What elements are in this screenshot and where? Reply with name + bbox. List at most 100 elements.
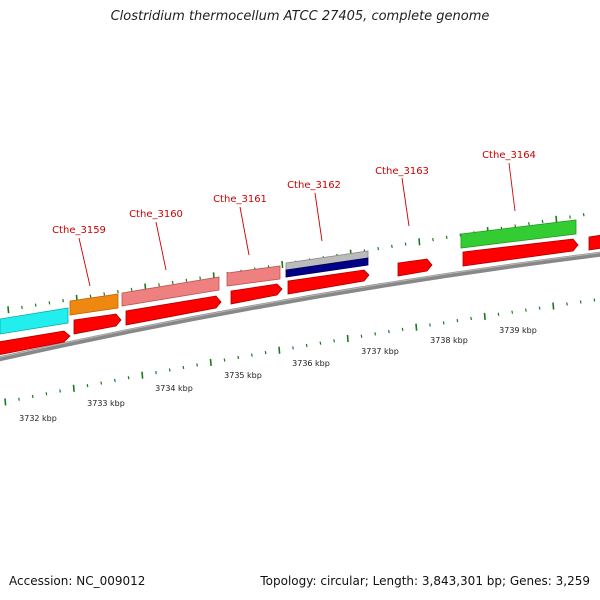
major-tick	[4, 398, 7, 406]
feature-green[interactable]	[460, 219, 577, 249]
genome-backbone-highlight	[0, 252, 600, 358]
major-tick	[552, 302, 555, 310]
feature-salmon-2[interactable]	[226, 265, 281, 287]
genome-stats-text: Topology: circular; Length: 3,843,301 bp…	[260, 574, 590, 588]
gene-label-cthe-3163[interactable]: Cthe_3163	[375, 166, 429, 177]
feature-cyan[interactable]	[0, 307, 69, 335]
minor-tick	[374, 332, 377, 336]
leader-line	[155, 221, 167, 271]
cds-forward-track	[0, 234, 600, 356]
outer-tick-marks	[7, 213, 585, 314]
scale-label-3738: 3738 kbp	[430, 336, 468, 345]
minor-tick	[155, 370, 157, 375]
cds-arrow-8[interactable]	[588, 234, 600, 251]
gene-labels: Cthe_3159 Cthe_3160 Cthe_3161 Cthe_3162 …	[52, 150, 536, 236]
minor-tick	[582, 213, 585, 217]
minor-tick	[185, 278, 188, 282]
feature-orange[interactable]	[69, 293, 119, 316]
gene-label-cthe-3161[interactable]: Cthe_3161	[213, 194, 267, 205]
accession-text: Accession: NC_009012	[9, 574, 146, 588]
scale-label-3736: 3736 kbp	[292, 359, 330, 368]
minor-tick	[31, 394, 34, 399]
minor-tick	[237, 355, 240, 360]
leader-line	[401, 177, 410, 227]
major-tick	[7, 306, 10, 314]
major-tick	[281, 260, 284, 269]
major-tick	[278, 346, 281, 354]
minor-tick	[223, 358, 226, 362]
minor-tick	[62, 299, 64, 303]
minor-tick	[89, 294, 92, 298]
cds-arrow-3[interactable]	[125, 295, 222, 326]
minor-tick	[182, 365, 185, 370]
minor-tick	[566, 302, 568, 306]
inner-tick-marks	[4, 298, 596, 406]
scale-label-3737: 3737 kbp	[361, 347, 399, 356]
map-title: Clostridium thermocellum ATCC 27405, com…	[110, 9, 490, 24]
major-tick	[483, 312, 486, 320]
feature-navy[interactable]	[285, 257, 369, 278]
minor-tick	[86, 384, 89, 388]
minor-tick	[401, 327, 404, 332]
minor-tick	[525, 308, 527, 312]
feature-salmon-1[interactable]	[121, 276, 220, 307]
minor-tick	[391, 244, 393, 249]
minor-tick	[593, 298, 596, 302]
minor-tick	[130, 287, 133, 291]
cds-arrow-4[interactable]	[230, 283, 283, 305]
cds-arrow-5[interactable]	[287, 269, 370, 295]
minor-tick	[196, 363, 198, 367]
minor-tick	[579, 300, 582, 304]
gene-label-cthe-3159[interactable]: Cthe_3159	[52, 225, 106, 236]
minor-tick	[103, 292, 106, 296]
minor-tick	[360, 334, 363, 338]
minor-tick	[541, 219, 544, 224]
scale-label-3734: 3734 kbp	[155, 384, 193, 393]
minor-tick	[569, 215, 571, 219]
major-tick	[346, 334, 349, 343]
minor-tick	[199, 276, 201, 280]
feature-ring-outer	[0, 219, 577, 335]
minor-tick	[114, 378, 116, 383]
minor-tick	[264, 351, 267, 355]
scale-label-3735: 3735 kbp	[224, 371, 262, 380]
major-tick	[209, 358, 212, 367]
leader-line	[314, 192, 323, 242]
minor-tick	[100, 381, 103, 385]
minor-tick	[34, 303, 37, 307]
leader-line	[508, 162, 516, 212]
major-tick	[141, 371, 144, 379]
minor-tick	[528, 222, 530, 226]
minor-tick	[404, 242, 407, 246]
minor-tick	[432, 237, 434, 242]
minor-tick	[127, 376, 130, 380]
cds-arrow-1[interactable]	[0, 330, 71, 356]
major-tick	[418, 238, 421, 246]
minor-tick	[333, 339, 335, 343]
minor-tick	[388, 330, 390, 334]
scale-label-3732: 3732 kbp	[19, 414, 57, 423]
minor-tick	[511, 310, 514, 314]
minor-tick	[292, 346, 294, 350]
minor-tick	[59, 389, 61, 393]
minor-tick	[305, 343, 308, 348]
gene-label-cthe-3164[interactable]: Cthe_3164	[482, 150, 536, 161]
cds-arrow-2[interactable]	[73, 313, 122, 335]
scale-labels: 3732 kbp 3733 kbp 3734 kbp 3735 kbp 3736…	[19, 326, 537, 423]
gene-label-cthe-3162[interactable]: Cthe_3162	[287, 180, 341, 191]
minor-tick	[45, 392, 48, 396]
leader-line	[78, 237, 91, 287]
cds-arrow-7[interactable]	[462, 238, 579, 267]
minor-tick	[48, 301, 51, 305]
gene-label-cthe-3160[interactable]: Cthe_3160	[129, 209, 183, 220]
leader-line	[239, 206, 250, 256]
minor-tick	[470, 316, 472, 321]
minor-tick	[319, 341, 322, 345]
major-tick	[555, 215, 558, 223]
gene-leader-lines	[78, 162, 516, 287]
minor-tick	[251, 353, 253, 357]
minor-tick	[171, 280, 174, 285]
cds-arrow-6[interactable]	[397, 258, 433, 277]
minor-tick	[429, 323, 431, 327]
